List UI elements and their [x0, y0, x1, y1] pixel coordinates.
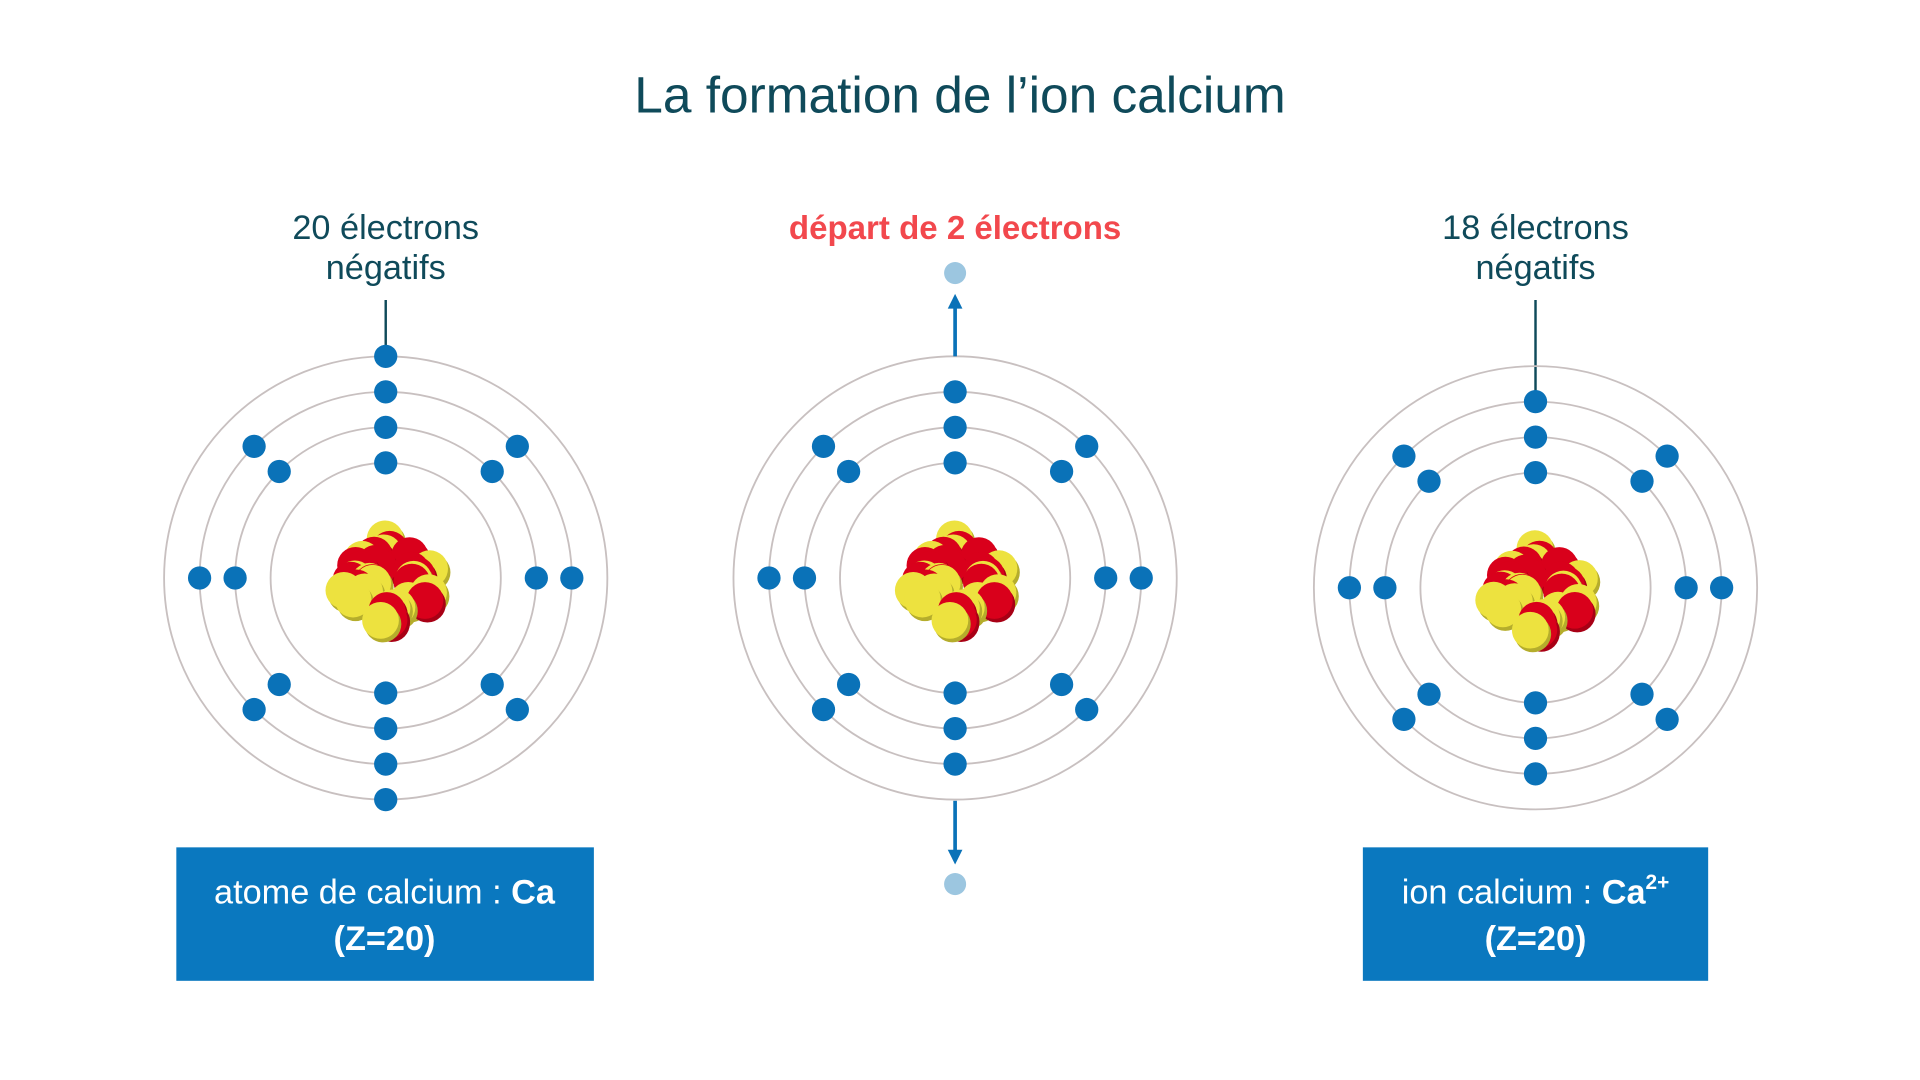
electron [836, 459, 861, 484]
electron [792, 566, 817, 590]
ion-box-line1: ion calcium : Ca2+ [1402, 871, 1670, 912]
ion-name-box: ion calcium : Ca2+ (Z=20) [1362, 847, 1709, 981]
ion-label-line1: 18 électrons [1442, 209, 1629, 247]
atom-label-line2: négatifs [326, 249, 446, 287]
electron [223, 566, 247, 590]
electron [943, 716, 967, 741]
electron [757, 566, 781, 590]
electron [1094, 566, 1118, 590]
nucleus [1475, 530, 1601, 653]
electron [505, 434, 529, 458]
departure-arrow-up [947, 293, 963, 357]
electron [943, 415, 967, 439]
atom-box-z: (Z=20) [334, 920, 436, 958]
electron [1049, 672, 1074, 697]
electron [1655, 444, 1679, 468]
title: La formation de l’ion calcium [634, 66, 1285, 124]
electron [1523, 726, 1548, 750]
electron [524, 566, 548, 590]
ion-box-z: (Z=20) [1485, 920, 1587, 958]
electron [267, 459, 291, 484]
electron [242, 697, 266, 722]
atom-label-line1: 20 électrons [292, 209, 479, 247]
electron [1710, 576, 1734, 600]
transition-label: départ de 2 électrons [789, 210, 1121, 247]
electron [836, 672, 861, 697]
electron [374, 716, 398, 741]
nucleus [894, 520, 1020, 643]
neutron [1484, 590, 1522, 628]
electron [1523, 425, 1548, 449]
electron [374, 681, 398, 705]
electron [943, 380, 967, 404]
electron [1523, 762, 1548, 786]
electron [374, 787, 398, 812]
electron [943, 752, 967, 776]
electron [1373, 576, 1397, 600]
electron [1075, 434, 1099, 458]
neutron [1511, 611, 1549, 649]
electron [1523, 461, 1548, 485]
electron [1337, 576, 1362, 600]
electron [480, 672, 504, 697]
neutron [362, 602, 399, 639]
departure-arrow-down [947, 800, 963, 865]
electron [1523, 390, 1548, 414]
nucleus [325, 520, 451, 643]
electron [943, 451, 967, 475]
neutron [931, 602, 969, 639]
electron [1630, 469, 1654, 493]
orbit-shell-4 [1312, 365, 1759, 811]
electron [811, 697, 836, 722]
electron [1392, 707, 1416, 731]
electron [242, 434, 266, 458]
electron [1049, 459, 1074, 484]
electron [187, 566, 212, 590]
electron [480, 459, 504, 484]
electron [1655, 707, 1679, 731]
calcium-ion-model [1312, 365, 1759, 811]
atom-box-line1: atome de calcium : Ca [214, 874, 556, 912]
electron [505, 697, 529, 722]
electron [811, 434, 836, 458]
calcium-atom-model [163, 344, 609, 812]
ion-label-line2: négatifs [1476, 249, 1596, 287]
atom-name-box: atome de calcium : Ca (Z=20) [176, 847, 594, 981]
neutron [334, 580, 372, 618]
electron [1417, 682, 1441, 706]
neutron [904, 580, 941, 618]
electron [1075, 697, 1099, 722]
electron [560, 566, 584, 590]
departed-electron [944, 262, 967, 285]
electron [267, 672, 291, 697]
electron [374, 451, 398, 475]
departed-electron [944, 873, 967, 896]
electron [1392, 444, 1416, 468]
electron [374, 752, 398, 776]
electron [1630, 682, 1654, 706]
electron [943, 681, 967, 705]
electron [1417, 469, 1441, 493]
electron [1523, 691, 1548, 715]
electron [1674, 576, 1698, 600]
electron [374, 380, 398, 404]
electron [374, 344, 398, 368]
electron [1129, 566, 1153, 590]
transition-atom-model [732, 355, 1178, 801]
electron [374, 415, 398, 439]
